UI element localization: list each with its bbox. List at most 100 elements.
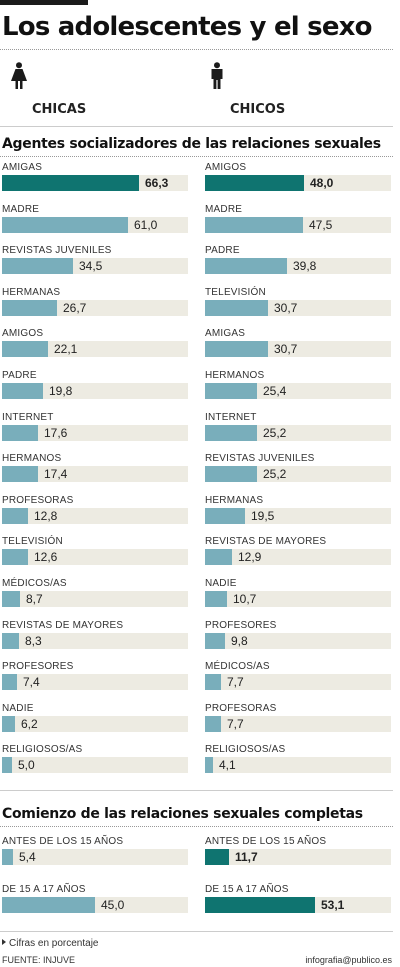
value-label: 12,8 — [34, 509, 58, 523]
bar — [205, 549, 232, 565]
bar — [205, 425, 257, 441]
bar — [2, 300, 57, 316]
boys-column-label: CHICOS — [230, 102, 286, 117]
bar — [205, 897, 315, 913]
bar-track — [2, 549, 188, 565]
bar — [205, 217, 303, 233]
value-label: 45,0 — [101, 898, 125, 912]
bar — [205, 591, 227, 607]
bar-track — [205, 716, 391, 732]
value-label: 12,6 — [34, 550, 58, 564]
value-label: 17,6 — [44, 426, 68, 440]
bar — [205, 849, 229, 865]
category-label: INTERNET — [205, 412, 257, 423]
bar-track — [2, 508, 188, 524]
value-label: 26,7 — [63, 301, 87, 315]
bar-track — [205, 757, 391, 773]
category-label: PROFESORAS — [2, 495, 74, 506]
value-label: 39,8 — [293, 259, 317, 273]
value-label: 8,7 — [26, 592, 43, 606]
value-label: 19,5 — [251, 509, 275, 523]
category-label: HERMANAS — [2, 287, 61, 298]
category-label: REVISTAS JUVENILES — [205, 453, 315, 464]
footnote-text: Cifras en porcentaje — [9, 938, 99, 949]
bar-track — [205, 591, 391, 607]
category-label: MADRE — [205, 204, 243, 215]
value-label: 5,0 — [18, 758, 35, 772]
bar-track — [2, 383, 188, 399]
top-accent-bar — [0, 0, 88, 5]
category-label: PADRE — [2, 370, 37, 381]
category-label: HERMANOS — [2, 453, 62, 464]
footnote: Cifras en porcentaje — [2, 938, 99, 949]
value-label: 17,4 — [44, 467, 68, 481]
bar-track — [2, 341, 188, 357]
category-label: ANTES DE LOS 15 AÑOS — [2, 836, 124, 847]
bar — [2, 508, 28, 524]
category-label: RELIGIOSOS/AS — [205, 744, 286, 755]
category-label: NADIE — [205, 578, 237, 589]
category-label: AMIGOS — [205, 162, 247, 173]
bar — [2, 258, 73, 274]
category-label: DE 15 A 17 AÑOS — [2, 884, 86, 895]
category-label: TELEVISIÓN — [2, 536, 63, 547]
bar — [2, 897, 95, 913]
category-label: RELIGIOSOS/AS — [2, 744, 83, 755]
category-label: TELEVISIÓN — [205, 287, 266, 298]
value-label: 66,3 — [145, 176, 169, 190]
bar-track — [205, 849, 391, 865]
category-label: DE 15 A 17 AÑOS — [205, 884, 289, 895]
category-label: MÉDICOS/AS — [205, 661, 270, 672]
category-label: REVISTAS JUVENILES — [2, 245, 112, 256]
bar — [205, 633, 225, 649]
bar — [2, 549, 28, 565]
bar-track — [2, 425, 188, 441]
bar-track — [2, 674, 188, 690]
bar — [205, 508, 245, 524]
value-label: 7,7 — [227, 717, 244, 731]
bar-track — [2, 633, 188, 649]
section-divider — [0, 790, 393, 791]
bar-track — [2, 466, 188, 482]
value-label: 34,5 — [79, 259, 103, 273]
bar-track — [2, 591, 188, 607]
bar-track — [2, 757, 188, 773]
value-label: 10,7 — [233, 592, 257, 606]
girls-column-label: CHICAS — [32, 102, 87, 117]
value-label: 30,7 — [274, 342, 298, 356]
value-label: 25,2 — [263, 426, 287, 440]
bar — [205, 300, 268, 316]
bar-track — [2, 849, 188, 865]
value-label: 7,4 — [23, 675, 40, 689]
triangle-right-icon — [2, 939, 6, 945]
title-divider — [0, 49, 393, 50]
credit-text: infografia@publico.es — [305, 955, 392, 965]
bar — [2, 633, 19, 649]
bar — [205, 674, 221, 690]
value-label: 30,7 — [274, 301, 298, 315]
category-label: PADRE — [205, 245, 240, 256]
bar — [2, 217, 128, 233]
value-label: 25,2 — [263, 467, 287, 481]
bar-track — [205, 633, 391, 649]
bar — [2, 849, 13, 865]
category-label: PROFESORAS — [205, 703, 277, 714]
agents-section-title: Agentes socializadores de las relaciones… — [2, 136, 381, 152]
bar — [2, 425, 38, 441]
category-label: HERMANAS — [205, 495, 264, 506]
value-label: 12,9 — [238, 550, 262, 564]
bar — [205, 466, 257, 482]
bar — [205, 341, 268, 357]
value-label: 5,4 — [19, 850, 36, 864]
section-divider — [0, 126, 393, 127]
section-divider — [0, 931, 393, 932]
bar — [2, 716, 15, 732]
value-label: 48,0 — [310, 176, 334, 190]
bar — [205, 175, 304, 191]
section-divider — [0, 156, 393, 157]
bar-track — [205, 674, 391, 690]
category-label: REVISTAS DE MAYORES — [2, 620, 124, 631]
value-label: 4,1 — [219, 758, 236, 772]
value-label: 19,8 — [49, 384, 73, 398]
category-label: PROFESORES — [2, 661, 74, 672]
